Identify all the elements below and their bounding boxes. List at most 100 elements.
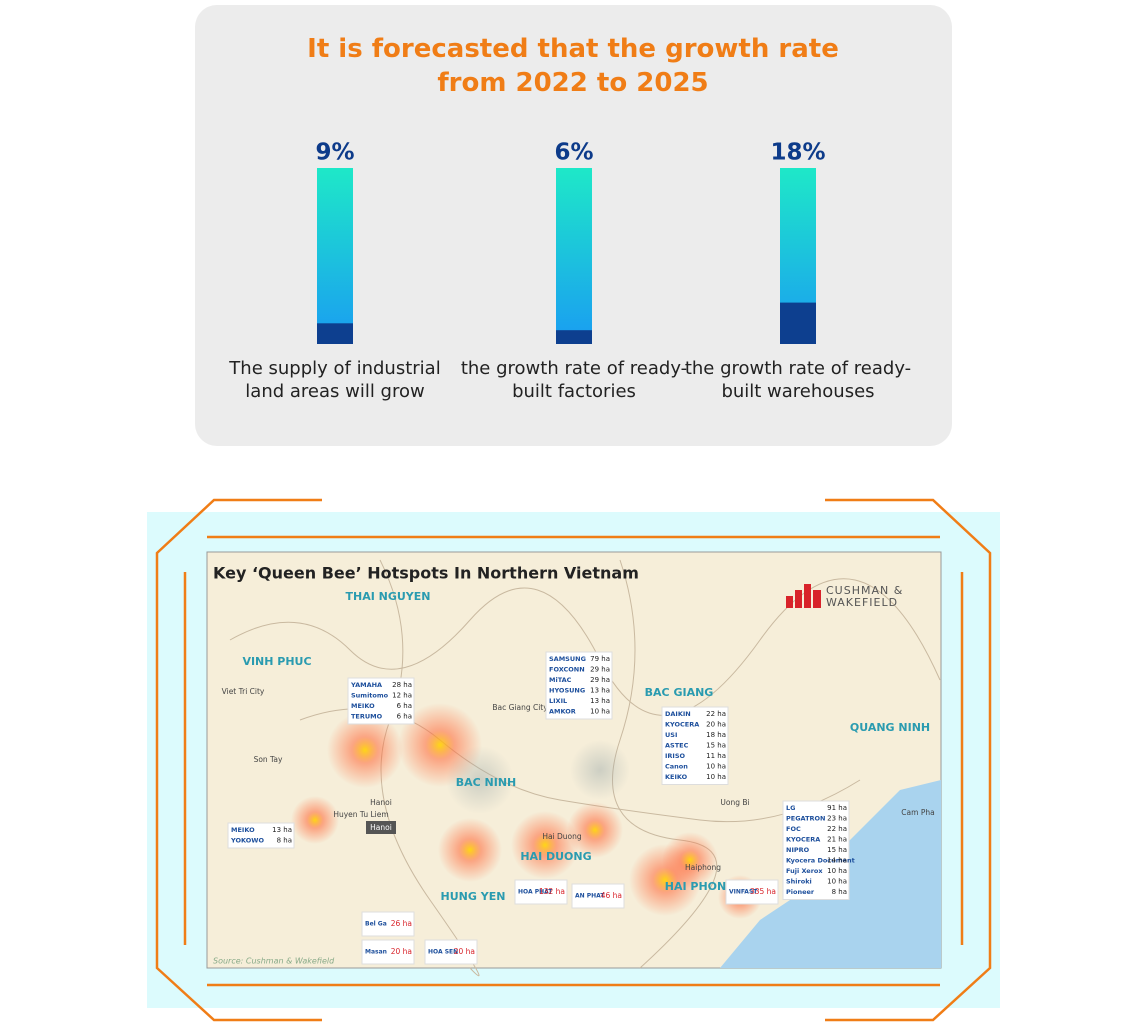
chart-title: It is forecasted that the growth rate fr… bbox=[307, 34, 839, 98]
company-name: Masan bbox=[365, 949, 387, 956]
map-source: Source: Cushman & Wakefield bbox=[213, 957, 335, 966]
company-area: 20 ha bbox=[391, 947, 412, 956]
bar bbox=[556, 330, 592, 344]
company-area: 132 ha bbox=[539, 887, 565, 896]
company-box bbox=[361, 911, 415, 937]
company-area: 22 ha bbox=[706, 710, 726, 718]
brand: CUSHMAN & WAKEFIELD bbox=[826, 585, 904, 609]
company-area: 20 ha bbox=[454, 947, 475, 956]
company-name: Bel Ga bbox=[365, 921, 387, 928]
company-area: 6 ha bbox=[397, 713, 412, 721]
city-label: Haiphong bbox=[685, 863, 721, 872]
company-area: 91 ha bbox=[827, 804, 847, 812]
company-name: NIPRO bbox=[786, 846, 810, 854]
company-name: YAMAHA bbox=[350, 681, 382, 689]
value-label: 18% bbox=[770, 140, 825, 166]
value-label: 9% bbox=[315, 140, 354, 166]
company-area: 10 ha bbox=[706, 763, 726, 771]
company-box bbox=[347, 677, 415, 725]
company-name: TERUMO bbox=[351, 713, 383, 721]
company-name: Kyocera Document bbox=[786, 857, 855, 865]
value-label: 6% bbox=[554, 140, 593, 166]
company-name: HOA PHAT bbox=[518, 889, 553, 896]
company-name: DAIKIN bbox=[665, 710, 691, 718]
company-name: AN PHAT bbox=[575, 893, 605, 900]
city-tag: Hanoi bbox=[370, 823, 392, 832]
bar bbox=[780, 302, 816, 344]
company-box bbox=[782, 800, 850, 900]
company-name: USI bbox=[665, 731, 677, 739]
company-area: 46 ha bbox=[601, 891, 622, 900]
company-name: MiTAC bbox=[549, 676, 572, 684]
company-area: 15 ha bbox=[706, 742, 726, 750]
company-area: 10 ha bbox=[706, 773, 726, 781]
city-label: Cam Pha bbox=[901, 808, 934, 817]
company-box bbox=[227, 822, 295, 849]
company-name: Sumitomo bbox=[351, 692, 389, 700]
company-name: FOXCONN bbox=[549, 666, 585, 674]
company-area: 335 ha bbox=[750, 887, 776, 896]
brand-box: CUSHMAN & WAKEFIELD bbox=[826, 585, 904, 609]
company-name: LG bbox=[786, 804, 795, 812]
company-area: 10 ha bbox=[590, 708, 610, 716]
company-box bbox=[661, 706, 729, 785]
company-area: 13 ha bbox=[272, 826, 292, 834]
company-name: KYOCERA bbox=[786, 836, 820, 844]
company-name: KEIKO bbox=[665, 773, 688, 781]
company-box bbox=[725, 879, 779, 905]
heatmap bbox=[291, 703, 762, 919]
company-name: YOKOWO bbox=[230, 837, 264, 845]
city-label: Bac Giang City bbox=[492, 703, 548, 712]
brand-logo bbox=[786, 584, 821, 608]
region-label: HAI PHONG bbox=[665, 880, 736, 893]
company-box bbox=[361, 939, 415, 965]
company-area: 12 ha bbox=[392, 692, 412, 700]
company-name: ASTEC bbox=[665, 742, 689, 750]
company-area: 8 ha bbox=[832, 888, 847, 896]
company-box bbox=[424, 939, 478, 965]
company-name: IRISO bbox=[665, 752, 686, 760]
company-name: PEGATRON bbox=[786, 815, 825, 823]
company-area: 8 ha bbox=[277, 837, 292, 845]
company-area: 13 ha bbox=[590, 687, 610, 695]
category-label: the growth rate of ready-built factories bbox=[460, 358, 688, 402]
company-name: HOA SEN bbox=[428, 949, 458, 956]
company-name: FOC bbox=[786, 825, 801, 833]
frame bbox=[155, 498, 992, 1022]
company-name: VINFAST bbox=[729, 889, 758, 896]
company-area: 20 ha bbox=[706, 721, 726, 729]
company-name: Fuji Xerox bbox=[786, 867, 823, 875]
company-name: Canon bbox=[665, 763, 688, 771]
company-area: 18 ha bbox=[706, 731, 726, 739]
company-area: 29 ha bbox=[590, 666, 610, 674]
company-area: 22 ha bbox=[827, 825, 847, 833]
region-label: BAC GIANG bbox=[645, 686, 714, 699]
city-label: Hai Duong bbox=[542, 832, 582, 841]
company-box bbox=[545, 651, 613, 720]
bar bbox=[317, 323, 353, 344]
region-label: QUANG NINH bbox=[850, 721, 930, 734]
company-name: MEIKO bbox=[231, 826, 255, 834]
company-area: 10 ha bbox=[827, 867, 847, 875]
company-area: 23 ha bbox=[827, 815, 847, 823]
city-label: Viet Tri City bbox=[222, 687, 265, 696]
company-area: 14 ha bbox=[827, 857, 847, 865]
region-label: THAI NGUYEN bbox=[346, 590, 431, 603]
company-area: 79 ha bbox=[590, 655, 610, 663]
company-name: AMKOR bbox=[549, 708, 576, 716]
category-label: the growth rate of ready-built warehouse… bbox=[684, 358, 912, 402]
category-label: The supply of industrial land areas will… bbox=[229, 358, 441, 402]
company-area: 6 ha bbox=[397, 702, 412, 710]
city-label: Hanoi bbox=[370, 798, 392, 807]
bar-track bbox=[317, 168, 353, 344]
company-name: LIXIL bbox=[549, 697, 567, 705]
region-label: BAC NINH bbox=[456, 776, 517, 789]
city-label: Huyen Tu Liem bbox=[333, 810, 388, 819]
company-name: HYOSUNG bbox=[549, 687, 585, 695]
company-name: SAMSUNG bbox=[549, 655, 586, 663]
hanoi-tag bbox=[366, 821, 396, 834]
region-label: HAI DUONG bbox=[520, 850, 591, 863]
company-box bbox=[571, 883, 625, 909]
region-label: HUNG YEN bbox=[441, 890, 506, 903]
